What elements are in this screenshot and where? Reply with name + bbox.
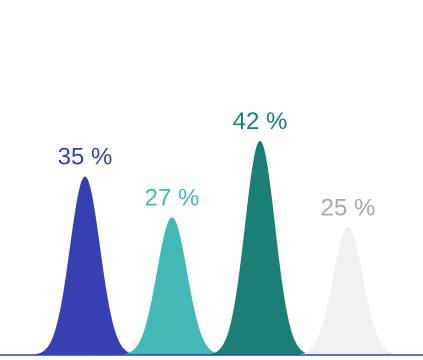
value-label-1: 35 %	[58, 144, 113, 171]
peak-1	[35, 176, 135, 355]
labels-group: 35 % 27 % 42 % 25 %	[58, 108, 376, 222]
value-label-3: 42 %	[233, 108, 288, 135]
peak-2	[122, 217, 222, 355]
value-label-2: 27 %	[145, 184, 200, 211]
value-label-4: 25 %	[321, 195, 376, 222]
peaks-group	[35, 140, 398, 355]
peak-3	[210, 140, 310, 355]
peak-4	[298, 227, 398, 355]
